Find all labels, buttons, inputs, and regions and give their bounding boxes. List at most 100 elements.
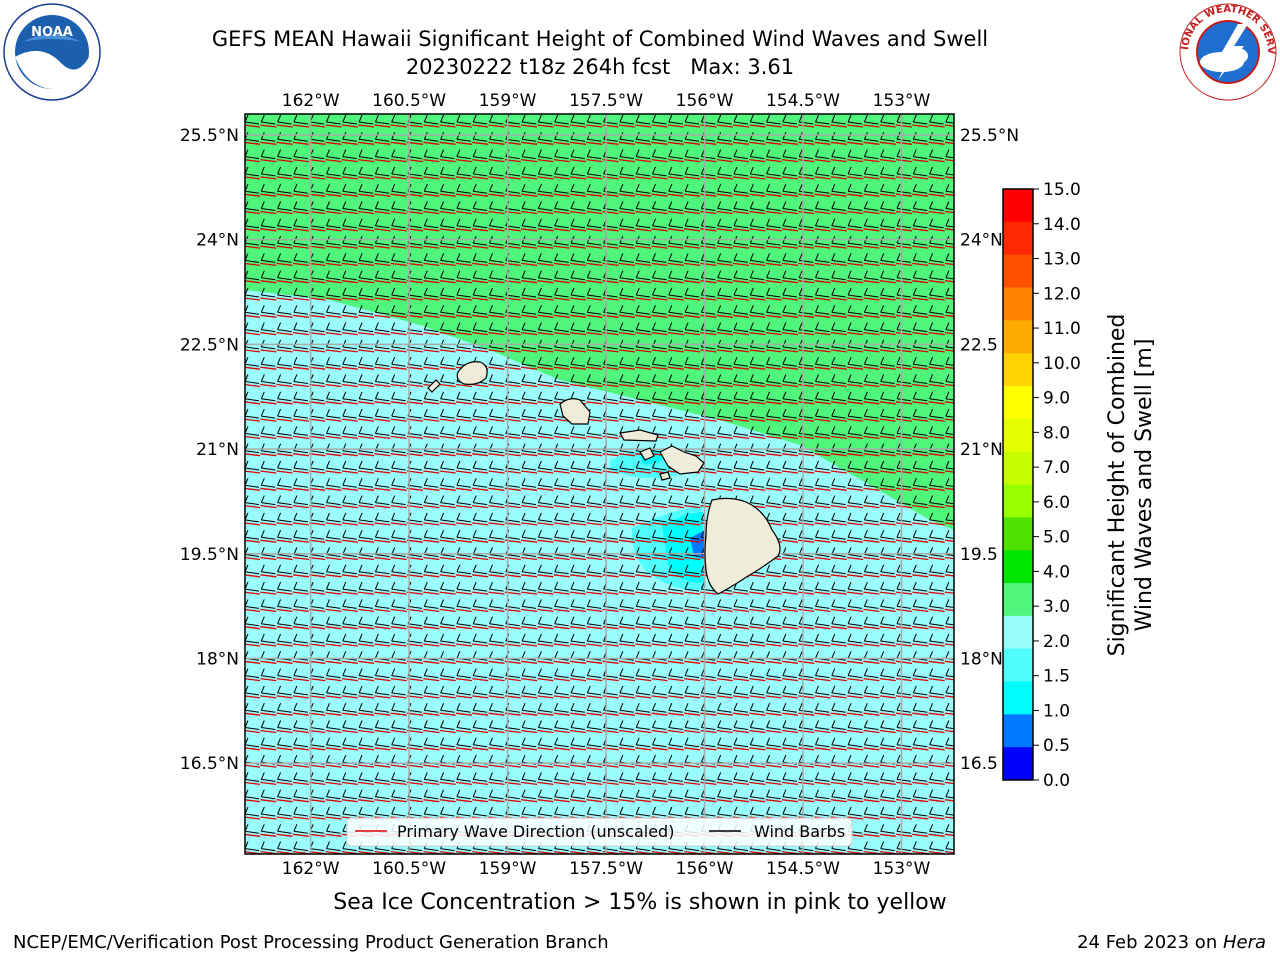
- wind-barb: [929, 391, 944, 402]
- wave-direction-arrow: [439, 383, 456, 388]
- wave-direction-arrow: [879, 228, 896, 232]
- wind-barb: [863, 184, 879, 194]
- wave-direction-arrow: [341, 435, 358, 440]
- wind-barb: [945, 322, 954, 332]
- wave-direction-arrow: [944, 141, 954, 145]
- colorbar-segment: [1003, 747, 1033, 781]
- wind-barb: [733, 114, 749, 125]
- wave-direction-arrow: [651, 262, 668, 267]
- wave-direction-arrow: [521, 176, 538, 180]
- wave-direction-arrow: [944, 331, 954, 335]
- wind-barb: [293, 322, 308, 333]
- wave-direction-arrow: [830, 435, 847, 440]
- wind-barb: [326, 287, 341, 298]
- wave-direction-arrow: [798, 297, 815, 301]
- wave-direction-arrow: [749, 262, 766, 267]
- wave-direction-arrow: [749, 470, 766, 474]
- wind-barb: [847, 166, 863, 177]
- wave-direction-arrow: [537, 470, 554, 474]
- wind-barb: [880, 253, 895, 263]
- wind-barb: [717, 426, 732, 436]
- wave-direction-arrow: [423, 124, 440, 128]
- wave-direction-arrow: [553, 470, 570, 474]
- wind-barb: [326, 132, 341, 142]
- wind-barb: [260, 495, 276, 506]
- wave-direction-arrow: [912, 297, 929, 301]
- wind-barb: [374, 357, 390, 367]
- wind-barb: [489, 270, 504, 281]
- wave-direction-arrow: [374, 366, 391, 370]
- wind-barb: [652, 287, 667, 298]
- wind-barb: [342, 114, 357, 125]
- wind-barb: [554, 218, 569, 229]
- wind-barb: [391, 426, 406, 436]
- wind-barb: [896, 357, 912, 367]
- wave-direction-arrow: [814, 331, 831, 336]
- wave-direction-arrow: [358, 470, 375, 474]
- wave-direction-arrow: [276, 504, 293, 509]
- wave-direction-arrow: [798, 245, 815, 249]
- wave-direction-arrow: [245, 383, 261, 388]
- wind-barb: [423, 166, 439, 177]
- wind-barb: [733, 305, 749, 315]
- wave-direction-arrow: [309, 349, 326, 353]
- wind-barb: [374, 218, 390, 229]
- wind-barb: [472, 270, 488, 281]
- wind-barb: [717, 201, 732, 211]
- wave-direction-arrow: [830, 314, 847, 318]
- wave-direction-arrow: [569, 470, 587, 474]
- wind-barb: [717, 322, 732, 333]
- wind-barb: [880, 201, 895, 211]
- wave-direction-arrow: [651, 314, 668, 318]
- wind-barb: [717, 253, 732, 263]
- wind-barb: [880, 478, 895, 488]
- wind-barb: [374, 460, 390, 471]
- wave-direction-arrow: [358, 158, 375, 163]
- colorbar-label-line2: Wind Waves and Swell [m]: [1132, 339, 1157, 632]
- wave-direction-arrow: [830, 418, 847, 422]
- wave-direction-arrow: [847, 314, 864, 318]
- wave-direction-arrow: [684, 158, 701, 163]
- wind-barb: [912, 149, 928, 160]
- wave-direction-arrow: [553, 487, 570, 491]
- wave-direction-arrow: [700, 383, 717, 388]
- wave-direction-arrow: [716, 453, 733, 457]
- wind-barb: [554, 166, 569, 177]
- wind-barb: [684, 305, 700, 315]
- wind-barb: [358, 201, 374, 211]
- wave-direction-arrow: [390, 487, 407, 491]
- wind-barb: [619, 391, 634, 402]
- lat-tick-label: 18°N: [196, 650, 239, 670]
- wave-direction-arrow: [374, 262, 391, 267]
- wind-barb: [668, 374, 683, 384]
- wave-direction-arrow: [798, 487, 815, 491]
- wind-barb: [554, 149, 569, 160]
- wave-direction-arrow: [521, 228, 538, 232]
- wind-barb: [847, 426, 863, 436]
- wind-barb: [635, 339, 651, 350]
- wind-barb: [472, 322, 488, 333]
- wave-direction-arrow: [439, 124, 456, 128]
- wave-direction-arrow: [586, 314, 603, 318]
- wind-barb: [912, 201, 928, 211]
- wave-direction-arrow: [667, 487, 684, 491]
- wind-barb: [749, 322, 765, 333]
- wind-barb: [619, 184, 634, 194]
- wind-barb: [423, 305, 439, 315]
- lon-tick-label: 154.5°W: [766, 859, 840, 879]
- wind-barb: [554, 132, 569, 142]
- wind-barb: [293, 426, 308, 436]
- wave-direction-arrow: [684, 487, 701, 491]
- wind-barb: [456, 305, 471, 315]
- wave-direction-arrow: [700, 487, 717, 491]
- wind-barb: [358, 357, 374, 367]
- wave-direction-arrow: [309, 487, 326, 491]
- noaa-logo-icon: NOAA: [3, 3, 101, 101]
- wave-direction-arrow: [928, 487, 945, 491]
- wind-barb: [896, 218, 912, 229]
- wind-barb: [798, 408, 814, 419]
- wave-direction-arrow: [292, 176, 309, 180]
- wind-barb: [798, 114, 814, 125]
- wind-barb: [374, 270, 390, 281]
- wind-barb: [260, 166, 276, 177]
